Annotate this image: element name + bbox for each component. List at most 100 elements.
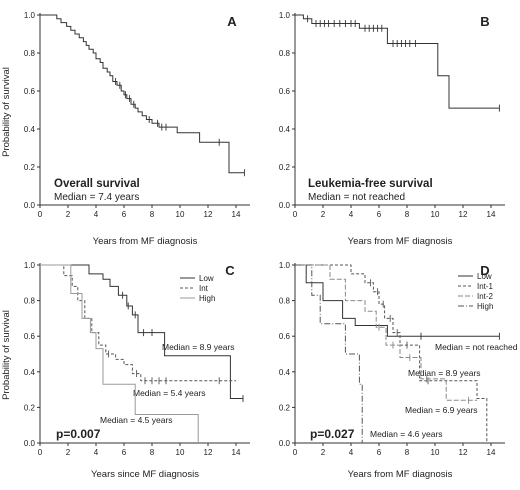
legend-label-low: Low — [477, 272, 492, 281]
panel-d-series-int-1-curve — [295, 264, 488, 443]
panel-c-x-tick-label: 12 — [204, 448, 213, 457]
panel-c-y-tick-label: 0.0 — [24, 439, 36, 448]
panel-a-y-tick-label: 0.0 — [24, 201, 36, 210]
panel-a-series-0-curve — [40, 14, 245, 174]
legend-label-low: Low — [199, 274, 214, 283]
panel-d-x-tick-label: 4 — [349, 448, 354, 457]
panel-b-annotation-title: Leukemia-free survival — [308, 178, 433, 190]
panel-d-x-tick-label: 12 — [459, 448, 468, 457]
panel-d-axes: 0 2 4 6 8 10 12 14 0.0 0.2 0.4 0.6 0.8 1.0 — [279, 261, 505, 457]
panel-c-x-tick-label: 0 — [38, 448, 43, 457]
panel-a-ylabel: Probability of survival — [1, 67, 12, 157]
panel-b-x-tick-label: 12 — [459, 210, 468, 219]
panel-c-legend: Low Int High — [180, 274, 215, 303]
panel-b-axes: 0 2 4 6 8 10 12 14 0.0 0.2 0.4 0.6 0.8 1.0 — [279, 11, 505, 219]
legend-label-high: High — [477, 302, 493, 311]
panel-d-series-int-1 — [295, 264, 488, 443]
panel-b-x-tick-label: 6 — [377, 210, 382, 219]
panel-d-series-low — [295, 264, 500, 340]
panel-b-xlabel: Years from MF diagnosis — [348, 236, 453, 247]
panel-b-x-tick-label: 0 — [293, 210, 298, 219]
panel-a-annotation-text: Median = 7.4 years — [54, 192, 139, 203]
panel-a-x-tick-label: 8 — [150, 210, 155, 219]
panel-c-series-high — [40, 264, 199, 443]
panel-d-median-label: Median = 4.6 years — [370, 429, 443, 439]
panel-c-letter: C — [225, 263, 235, 278]
panel-b-x-tick-label: 14 — [487, 210, 496, 219]
panel-b-y-tick-label: 0.0 — [279, 201, 291, 210]
panel-c-x-tick-label: 2 — [66, 448, 71, 457]
panel-b-x-tick-label: 4 — [349, 210, 354, 219]
panel-c-median-label: Median = 8.9 years — [162, 342, 235, 352]
panel-c-axes: 0 2 4 6 8 10 12 14 0.0 0.2 0.4 0.6 0.8 1.0 — [24, 261, 250, 457]
panel-c-series-int-curve — [40, 264, 236, 382]
panel-b-x-tick-label: 10 — [431, 210, 440, 219]
panel-d-p-value: p=0.027 — [310, 427, 355, 441]
panel-d-series-int-2 — [295, 264, 477, 404]
panel-c-xlabel: Years since MF diagnosis — [91, 469, 199, 480]
panel-a-x-tick-label: 6 — [122, 210, 127, 219]
panel-d-x-tick-label: 2 — [321, 448, 326, 457]
panel-d-y-tick-label: 0.2 — [279, 403, 291, 412]
panel-a-letter: A — [227, 14, 237, 29]
panel-b-x-tick-label: 2 — [321, 210, 326, 219]
panel-a-x-tick-label: 0 — [38, 210, 43, 219]
panel-d: Years from MF diagnosis D p=0.027 Median… — [279, 261, 518, 480]
panel-c-y-tick-label: 1.0 — [24, 261, 36, 270]
panel-b-y-tick-label: 1.0 — [279, 11, 291, 20]
panel-a-series-0 — [40, 14, 245, 177]
panel-a-y-tick-label: 0.4 — [24, 125, 36, 134]
panel-a-annotation-title: Overall survival — [54, 178, 140, 190]
panel-b-series-0-curve — [295, 14, 500, 109]
panel-d-legend: Low Int-1 Int-2 High — [458, 272, 494, 311]
panel-d-x-tick-label: 14 — [487, 448, 496, 457]
panel-a-y-tick-label: 1.0 — [24, 11, 36, 20]
panel-d-median-label: Median = not reached — [435, 342, 518, 352]
panel-d-series-low-curve — [295, 264, 500, 337]
panel-c-x-tick-label: 10 — [176, 448, 185, 457]
panel-b-letter: B — [480, 14, 489, 29]
panel-a-x-tick-label: 4 — [94, 210, 99, 219]
panel-a-x-tick-label: 2 — [66, 210, 71, 219]
panel-b-y-tick-label: 0.8 — [279, 49, 291, 58]
panel-d-y-tick-label: 0.6 — [279, 332, 291, 341]
panel-c-y-tick-label: 0.6 — [24, 332, 36, 341]
panel-b-annotation-text: Median = not reached — [308, 192, 405, 203]
panel-d-y-tick-label: 1.0 — [279, 261, 291, 270]
panel-a-x-tick-label: 14 — [232, 210, 241, 219]
panel-d-y-tick-label: 0.4 — [279, 368, 291, 377]
panel-b-y-tick-label: 0.2 — [279, 163, 291, 172]
panel-d-median-label: Median = 8.9 years — [408, 368, 481, 378]
legend-label-int: Int — [199, 284, 209, 293]
panel-c-series-int — [40, 264, 236, 385]
panel-c-ylabel: Probability of survival — [1, 310, 12, 400]
panel-d-x-tick-label: 0 — [293, 448, 298, 457]
panel-c-y-tick-label: 0.8 — [24, 297, 36, 306]
panel-a-y-tick-label: 0.2 — [24, 163, 36, 172]
panel-c-series-low — [40, 264, 244, 402]
panel-c-series-low-curve — [40, 264, 243, 399]
panel-d-x-tick-label: 6 — [377, 448, 382, 457]
panel-c-p-value: p=0.007 — [56, 427, 101, 441]
panel-c-y-tick-label: 0.4 — [24, 368, 36, 377]
panel-d-series-int-2-curve — [295, 264, 477, 401]
panel-b: Years from MF diagnosis B Leukemia-free … — [279, 11, 505, 247]
panel-c-x-tick-label: 14 — [232, 448, 241, 457]
legend-label-high: High — [199, 294, 215, 303]
panel-c-x-tick-label: 4 — [94, 448, 99, 457]
panel-a: Probability of survival Years from MF di… — [1, 11, 250, 247]
panel-a-xlabel: Years from MF diagnosis — [93, 236, 198, 247]
panel-d-y-tick-label: 0.0 — [279, 439, 291, 448]
panel-b-y-tick-label: 0.4 — [279, 125, 291, 134]
panel-c-y-tick-label: 0.2 — [24, 403, 36, 412]
panel-a-x-tick-label: 12 — [204, 210, 213, 219]
panel-a-x-tick-label: 10 — [176, 210, 185, 219]
panel-d-xlabel: Years from MF diagnosis — [348, 469, 453, 480]
panel-c-median-label: Median = 5.4 years — [133, 388, 206, 398]
panel-d-series-high — [295, 264, 363, 443]
panel-c-series-high-curve — [40, 264, 199, 443]
panel-c: Probability of survival Years since MF d… — [1, 261, 250, 480]
panel-c-median-label: Median = 4.5 years — [100, 415, 173, 425]
panel-d-y-tick-label: 0.8 — [279, 297, 291, 306]
